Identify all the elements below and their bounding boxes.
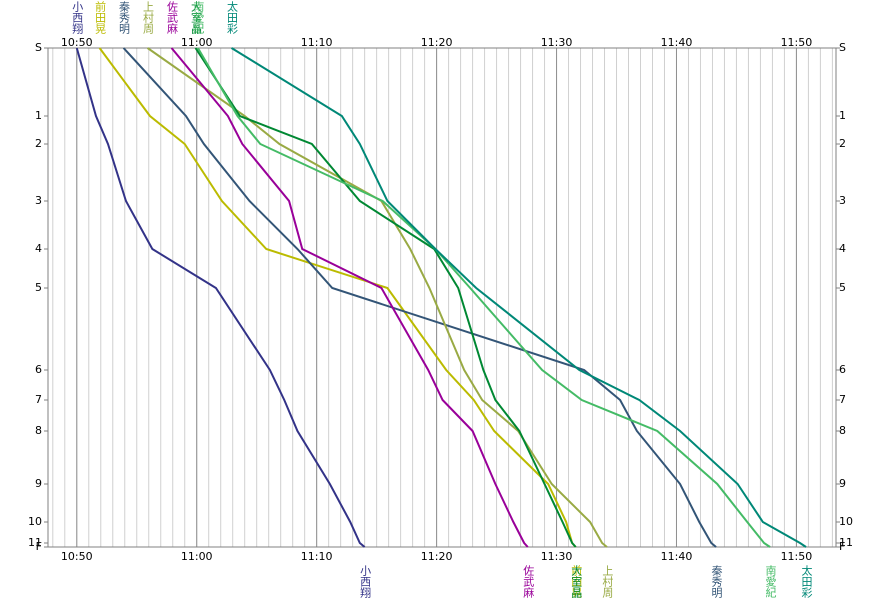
x-tick-label-top: 11:20 [421, 36, 453, 49]
x-tick-label-bottom: 11:50 [781, 550, 813, 563]
runner-name: 小西翔 [358, 565, 372, 598]
x-tick-label-bottom: 10:50 [61, 550, 93, 563]
y-tick-label-right: F [839, 540, 845, 553]
y-tick-label-right: 3 [839, 194, 846, 207]
x-tick-label-bottom: 11:40 [661, 550, 693, 563]
x-tick-label-bottom: 11:20 [421, 550, 453, 563]
runner-name: 大室晶 [569, 565, 583, 598]
runner-name: 大室晶 [189, 1, 203, 34]
y-tick-label-right: 10 [839, 515, 853, 528]
y-tick-label-left: 6 [35, 363, 42, 376]
runner-name: 太田彩 [225, 1, 239, 34]
runner-line [122, 47, 717, 548]
runner-name: 南愛紀 [191, 1, 205, 34]
runner-line [197, 47, 771, 548]
y-tick-label-left: 4 [35, 242, 42, 255]
y-tick-label-right: 11 [839, 536, 853, 549]
runner-name: 前田晃 [93, 1, 107, 34]
runner-line [170, 47, 529, 548]
y-tick-label-right: 4 [839, 242, 846, 255]
runner-name: 秦秀明 [710, 565, 724, 598]
y-tick-label-right: 8 [839, 424, 846, 437]
y-tick-label-right: 6 [839, 363, 846, 376]
y-tick-label-left: 8 [35, 424, 42, 437]
x-tick-label-top: 11:00 [181, 36, 213, 49]
x-tick-label-bottom: 11:30 [541, 550, 573, 563]
y-tick-label-left: 10 [28, 515, 42, 528]
y-tick-label-left: S [35, 41, 42, 54]
x-tick-label-top: 10:50 [61, 36, 93, 49]
runner-name: 小西翔 [70, 1, 84, 34]
runner-name: 上村周 [600, 565, 614, 598]
runner-name: 南愛紀 [764, 565, 778, 598]
runner-line [194, 47, 577, 548]
runner-name: 佐武麻 [521, 565, 535, 598]
x-tick-label-top: 11:30 [541, 36, 573, 49]
plot-border [47, 47, 837, 548]
runner-line [98, 47, 577, 548]
y-tick-label-left: 3 [35, 194, 42, 207]
x-tick-label-bottom: 11:00 [181, 550, 213, 563]
runner-line [146, 47, 608, 548]
y-tick-label-right: 5 [839, 281, 846, 294]
y-tick-label-left: 2 [35, 137, 42, 150]
runner-name: 太田彩 [800, 565, 813, 598]
x-tick-label-top: 11:40 [661, 36, 693, 49]
y-tick-label-left: 9 [35, 477, 42, 490]
y-tick-label-left: 1 [35, 109, 42, 122]
y-tick-label-left: 11 [28, 536, 42, 549]
y-tick-label-left: F [36, 540, 42, 553]
y-tick-label-right: 2 [839, 137, 846, 150]
y-tick-label-left: 7 [35, 393, 42, 406]
runner-name: 前田晃 [569, 565, 583, 598]
y-tick-label-right: 9 [839, 477, 846, 490]
runner-name: 秦秀明 [117, 1, 131, 34]
x-tick-label-top: 11:10 [301, 36, 333, 49]
runner-name: 佐武麻 [165, 1, 179, 34]
x-tick-label-bottom: 11:10 [301, 550, 333, 563]
runner-line [75, 47, 366, 548]
y-tick-label-right: 7 [839, 393, 846, 406]
runner-line [230, 47, 807, 548]
y-tick-label-right: S [839, 41, 846, 54]
y-tick-label-left: 5 [35, 281, 42, 294]
x-tick-label-top: 11:50 [781, 36, 813, 49]
runner-name: 上村周 [141, 1, 155, 34]
y-tick-label-right: 1 [839, 109, 846, 122]
